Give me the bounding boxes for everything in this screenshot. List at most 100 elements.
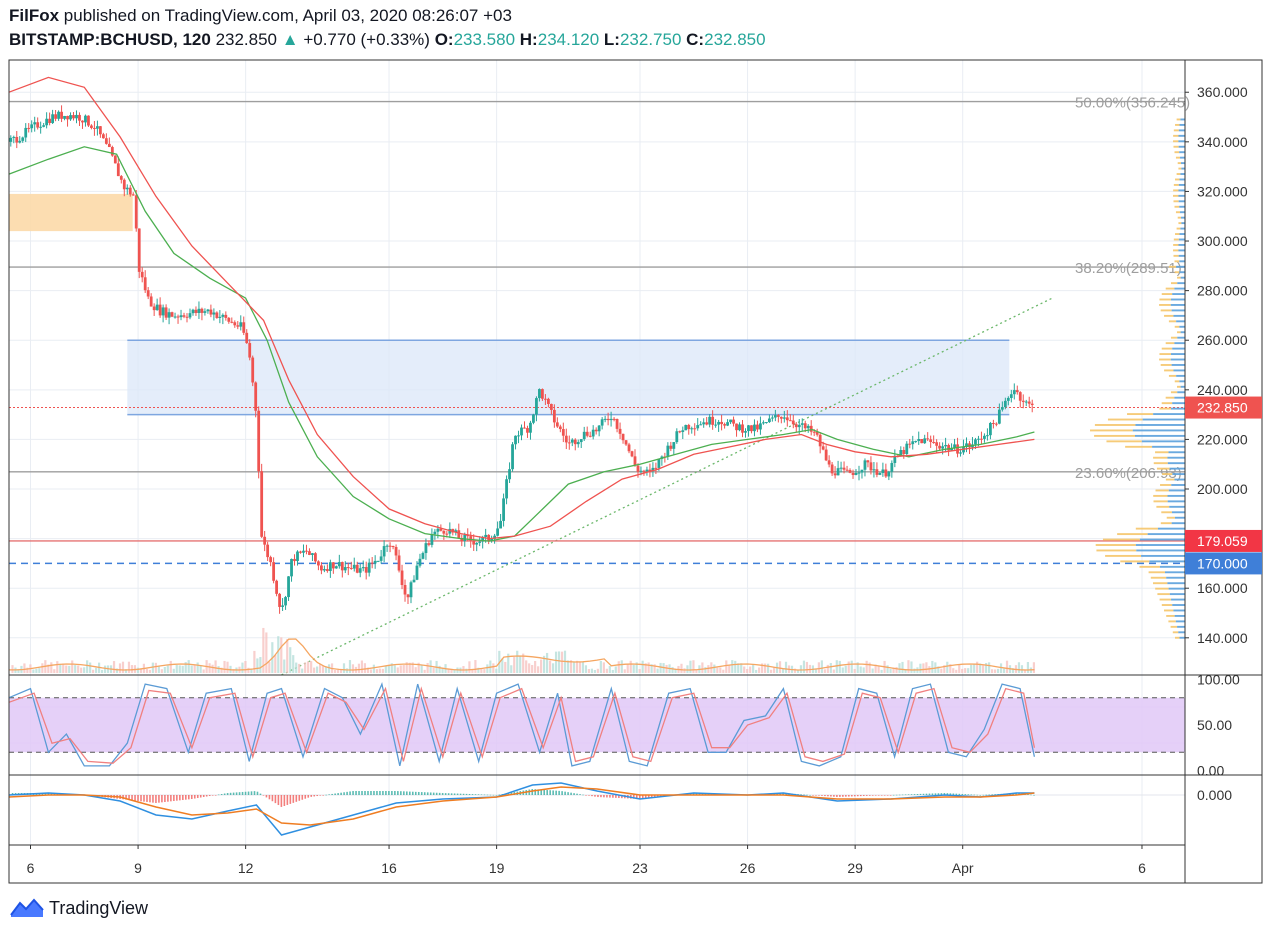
candle-body bbox=[878, 472, 882, 475]
volume-bar bbox=[38, 668, 41, 673]
volume-profile-bar bbox=[1177, 391, 1185, 394]
macd-histogram-bar bbox=[901, 794, 904, 796]
macd-histogram-bar bbox=[486, 794, 489, 796]
volume-bar bbox=[366, 667, 369, 673]
volume-bar bbox=[65, 665, 68, 673]
candle-body bbox=[1009, 394, 1013, 398]
candle-body bbox=[851, 472, 855, 475]
ohlc-legend: BITSTAMP:BCHUSD, 120 232.850 ▲ +0.770 (+… bbox=[9, 30, 766, 50]
macd-histogram-bar bbox=[149, 795, 151, 803]
volume-bar bbox=[985, 662, 988, 673]
candle-body bbox=[523, 427, 526, 429]
candle-body bbox=[567, 442, 571, 444]
candle-body bbox=[609, 418, 613, 421]
volume-bar bbox=[35, 668, 38, 673]
macd-tick-label: 0.000 bbox=[1197, 787, 1232, 803]
candle-body bbox=[776, 415, 780, 417]
macd-histogram-bar bbox=[313, 795, 316, 797]
symbol-label[interactable]: BITSTAMP:BCHUSD, 120 bbox=[9, 30, 211, 49]
volume-bar bbox=[584, 665, 588, 673]
volume-bar bbox=[886, 665, 889, 673]
macd-histogram-bar bbox=[943, 793, 946, 795]
candle-body bbox=[200, 308, 204, 313]
candle-body bbox=[66, 115, 69, 120]
candle-body bbox=[965, 443, 968, 448]
volume-profile-bar bbox=[1160, 484, 1172, 486]
candle-body bbox=[911, 441, 915, 445]
candle-body bbox=[803, 423, 807, 429]
volume-profile-bar bbox=[1180, 331, 1185, 334]
macd-histogram-bar bbox=[782, 793, 784, 795]
volume-bar bbox=[898, 663, 901, 673]
macd-histogram-bar bbox=[546, 790, 548, 795]
volume-bar bbox=[417, 662, 420, 673]
volume-bar bbox=[713, 664, 716, 673]
time-axis[interactable]: 6 9 12 16 19 23 26 29 Apr 6 bbox=[27, 845, 1146, 876]
volume-profile-bar bbox=[1176, 320, 1185, 323]
tradingview-brand[interactable]: TradingView bbox=[9, 897, 148, 919]
macd-histogram-bar bbox=[199, 795, 202, 798]
candle-body bbox=[448, 528, 452, 534]
volume-profile-bar bbox=[1173, 314, 1185, 317]
published-text: published on TradingView.com, April 03, … bbox=[63, 6, 512, 25]
macd-histogram-bar bbox=[468, 793, 471, 795]
volume-bar bbox=[136, 667, 140, 673]
volume-bar bbox=[799, 665, 803, 673]
volume-profile-bar bbox=[1173, 254, 1179, 257]
price-tick-label: 280.000 bbox=[1197, 283, 1248, 299]
volume-bar bbox=[990, 669, 994, 673]
volume-profile-bar bbox=[1175, 636, 1180, 639]
candle-body bbox=[107, 143, 111, 148]
candle-body bbox=[134, 195, 138, 229]
volume-bar bbox=[223, 660, 226, 673]
candle-body bbox=[779, 416, 783, 419]
volume-profile-bar bbox=[1167, 582, 1185, 585]
volume-bar bbox=[719, 667, 722, 673]
volume-profile-bar bbox=[1173, 140, 1179, 143]
volume-bar bbox=[121, 661, 125, 673]
macd-histogram-bar bbox=[856, 795, 859, 797]
macd-histogram-bar bbox=[845, 795, 847, 797]
volume-bar bbox=[629, 660, 632, 673]
volume-profile-bar bbox=[1177, 276, 1181, 279]
macd-histogram-bar bbox=[259, 793, 262, 795]
volume-bar bbox=[892, 667, 895, 673]
volume-bar bbox=[913, 668, 916, 673]
open-value: 233.580 bbox=[453, 30, 516, 49]
macd-histogram-bar bbox=[862, 795, 865, 797]
volume-bar bbox=[453, 669, 456, 673]
macd-histogram-bar bbox=[931, 793, 934, 795]
volume-profile-bar bbox=[1174, 205, 1180, 208]
candle-body bbox=[191, 309, 195, 314]
price-axis[interactable]: 360.000 340.000 320.000 300.000 280.000 260.0… bbox=[1185, 84, 1262, 803]
candle-body bbox=[603, 418, 607, 420]
candle-body bbox=[30, 124, 34, 129]
macd-histogram-bar bbox=[871, 795, 874, 796]
macd-histogram-bar bbox=[241, 791, 244, 795]
candle-body bbox=[197, 308, 201, 313]
macd-histogram-bar bbox=[322, 795, 324, 796]
candle-body bbox=[508, 469, 511, 480]
volume-bar bbox=[313, 667, 316, 673]
macd-histogram-bar bbox=[489, 794, 492, 796]
candle-body bbox=[1012, 390, 1016, 395]
volume-bar bbox=[11, 665, 14, 673]
volume-bar bbox=[178, 665, 181, 673]
volume-profile-bar bbox=[1157, 527, 1185, 530]
volume-bar bbox=[593, 669, 596, 673]
candle-body bbox=[69, 115, 72, 120]
candle-body bbox=[60, 111, 63, 119]
chart-frame bbox=[8, 59, 1263, 884]
candle-body bbox=[45, 118, 49, 126]
volume-bar bbox=[999, 663, 1003, 673]
volume-profile-bar bbox=[1159, 353, 1171, 356]
publisher-name[interactable]: FilFox bbox=[9, 6, 60, 25]
volume-bar bbox=[414, 667, 417, 673]
macd-histogram-bar bbox=[316, 795, 319, 797]
candle-body bbox=[33, 122, 37, 125]
candle-body bbox=[451, 528, 455, 533]
candle-body bbox=[842, 467, 846, 470]
macd-histogram-bar bbox=[411, 791, 414, 795]
volume-bar bbox=[572, 662, 576, 673]
